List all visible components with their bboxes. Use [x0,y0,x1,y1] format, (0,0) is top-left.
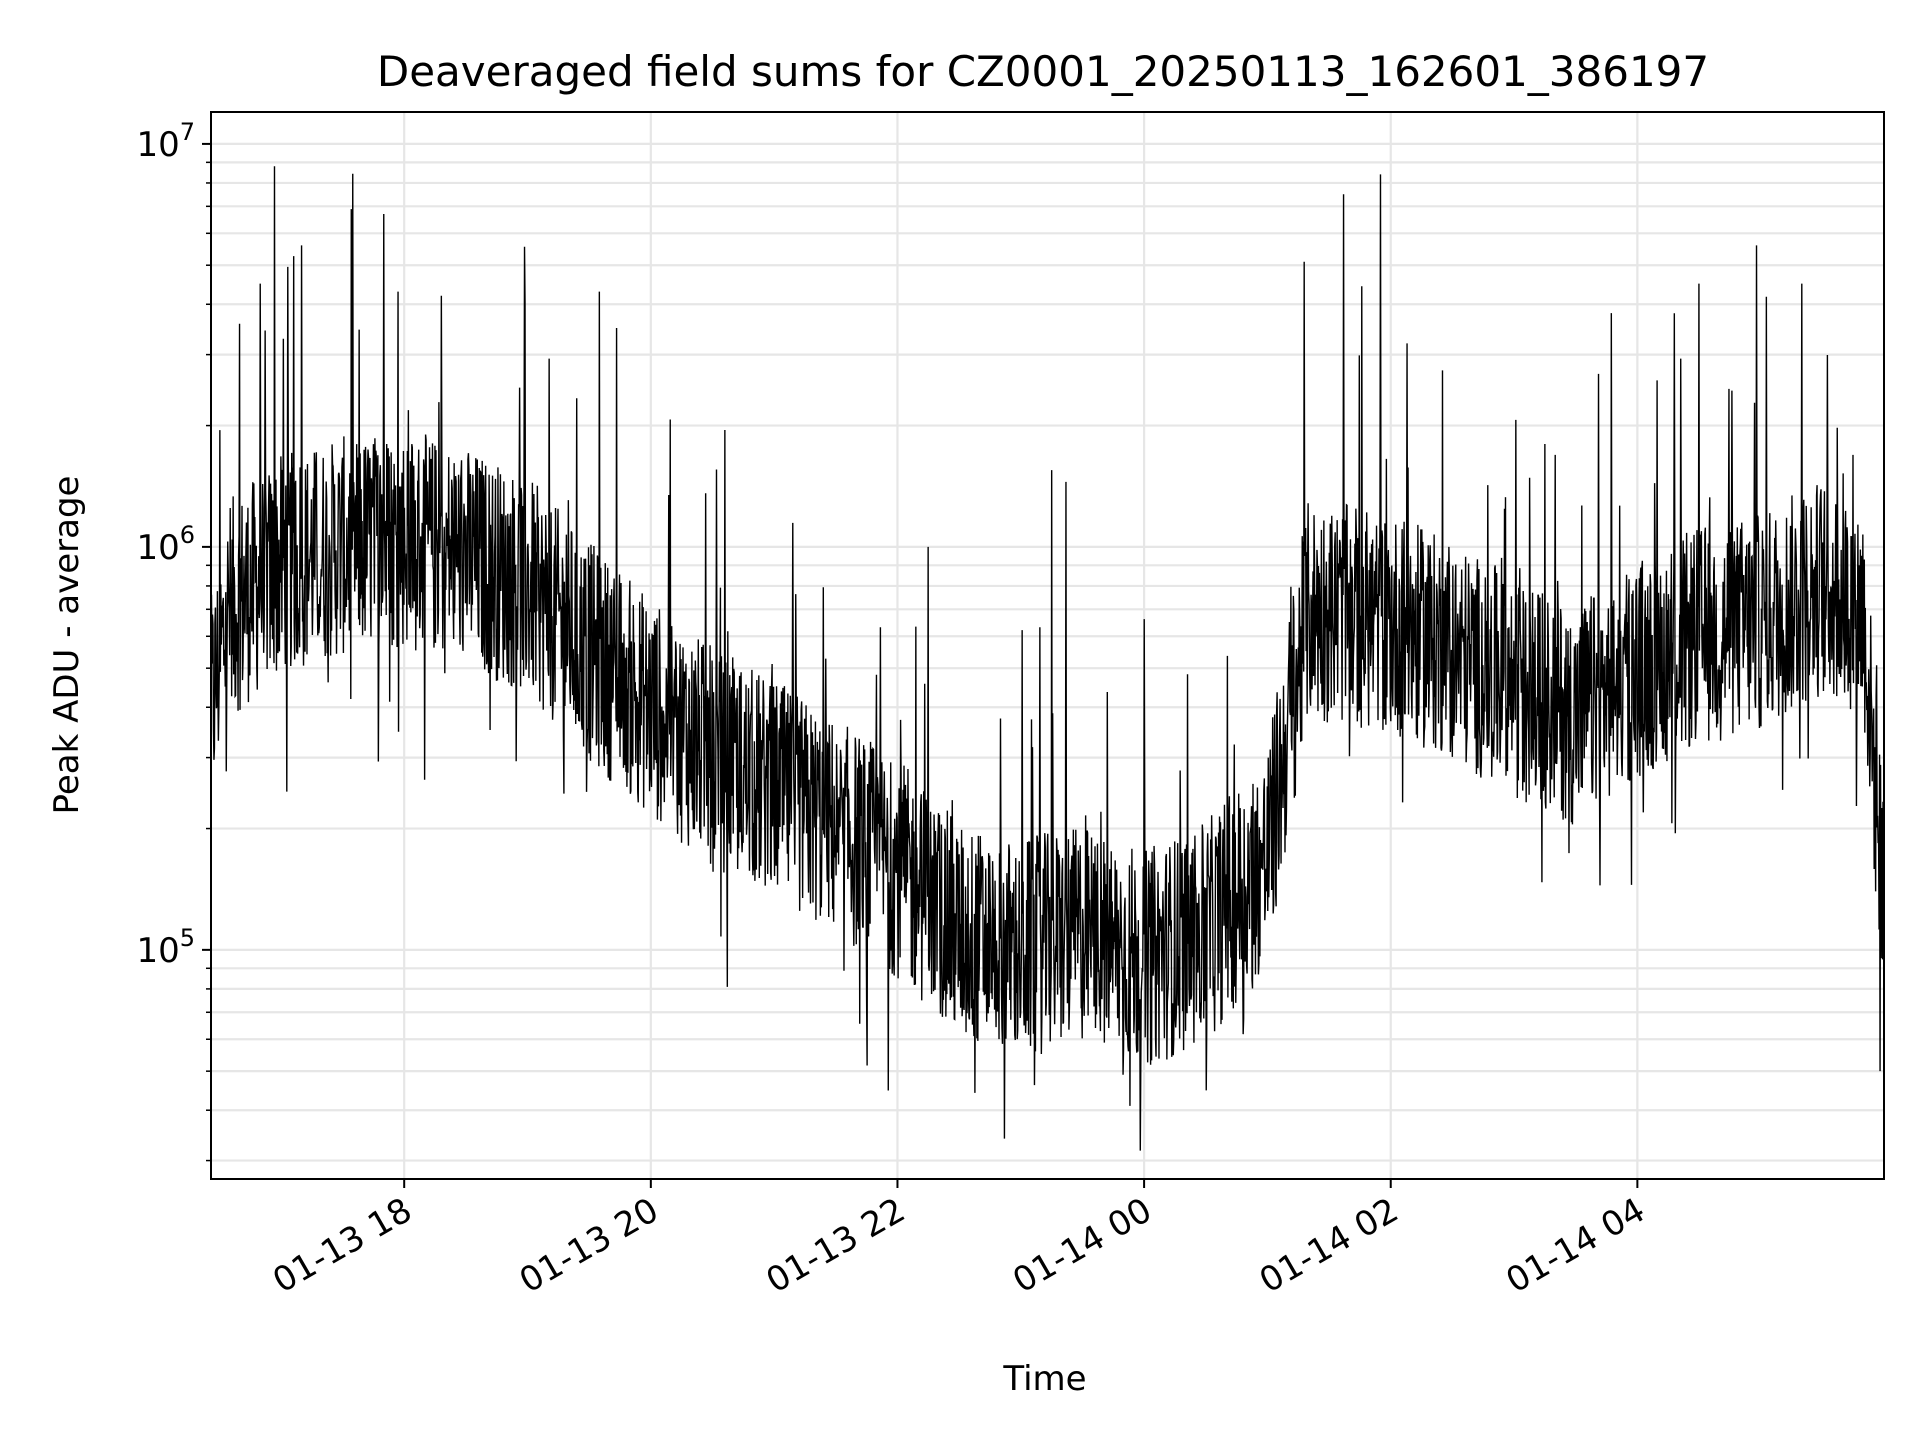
series-line [210,166,1885,1151]
y-tick-label: 105 [136,924,195,971]
x-axis-label: Time [1002,1359,1086,1399]
y-axis-ticks: 105 106 107 [136,118,211,1162]
axes-frame [210,111,1885,1180]
chart-title: Deaveraged field sums for CZ0001_2025011… [377,47,1709,96]
plot-area [210,166,1885,1151]
y-tick-label: 107 [136,118,195,165]
y-tick-label: 106 [136,521,195,568]
y-axis-label: Peak ADU - average [47,476,87,815]
